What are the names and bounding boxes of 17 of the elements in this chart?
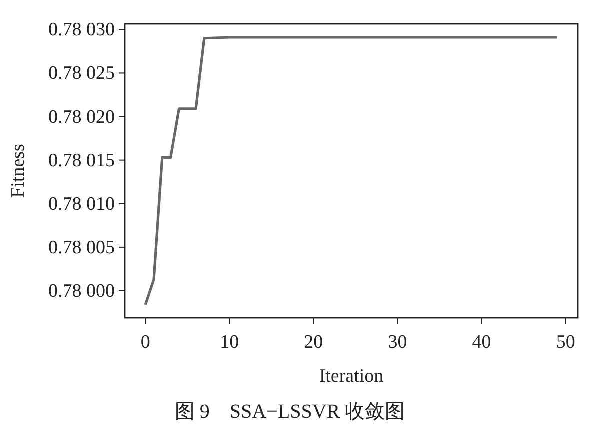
y-tick-label: 0.78 030 <box>48 20 115 41</box>
y-tick-label: 0.78 010 <box>48 194 115 215</box>
line-series <box>144 36 559 306</box>
x-tick-label: 10 <box>220 332 240 353</box>
y-axis-title: Fitness <box>8 144 29 198</box>
text: 图 9 SSA−LSSVR 收敛图 <box>174 401 406 423</box>
x-tick-label: 50 <box>556 332 576 353</box>
y-tick-label: 0.78 015 <box>48 150 115 172</box>
x-tick-label: 20 <box>304 332 324 353</box>
y-tick-label: 0.78 025 <box>48 63 115 84</box>
y-tick-label: 0.78 005 <box>48 237 115 258</box>
y-tick-label: 0.78 020 <box>48 106 115 128</box>
x-axis-title: Iteration <box>319 366 384 387</box>
x-tick-label: 30 <box>388 332 408 353</box>
x-tick-label: 0 <box>140 332 150 353</box>
y-tick-label: 0.78 000 <box>48 280 115 302</box>
x-tick-label: 40 <box>472 332 492 353</box>
